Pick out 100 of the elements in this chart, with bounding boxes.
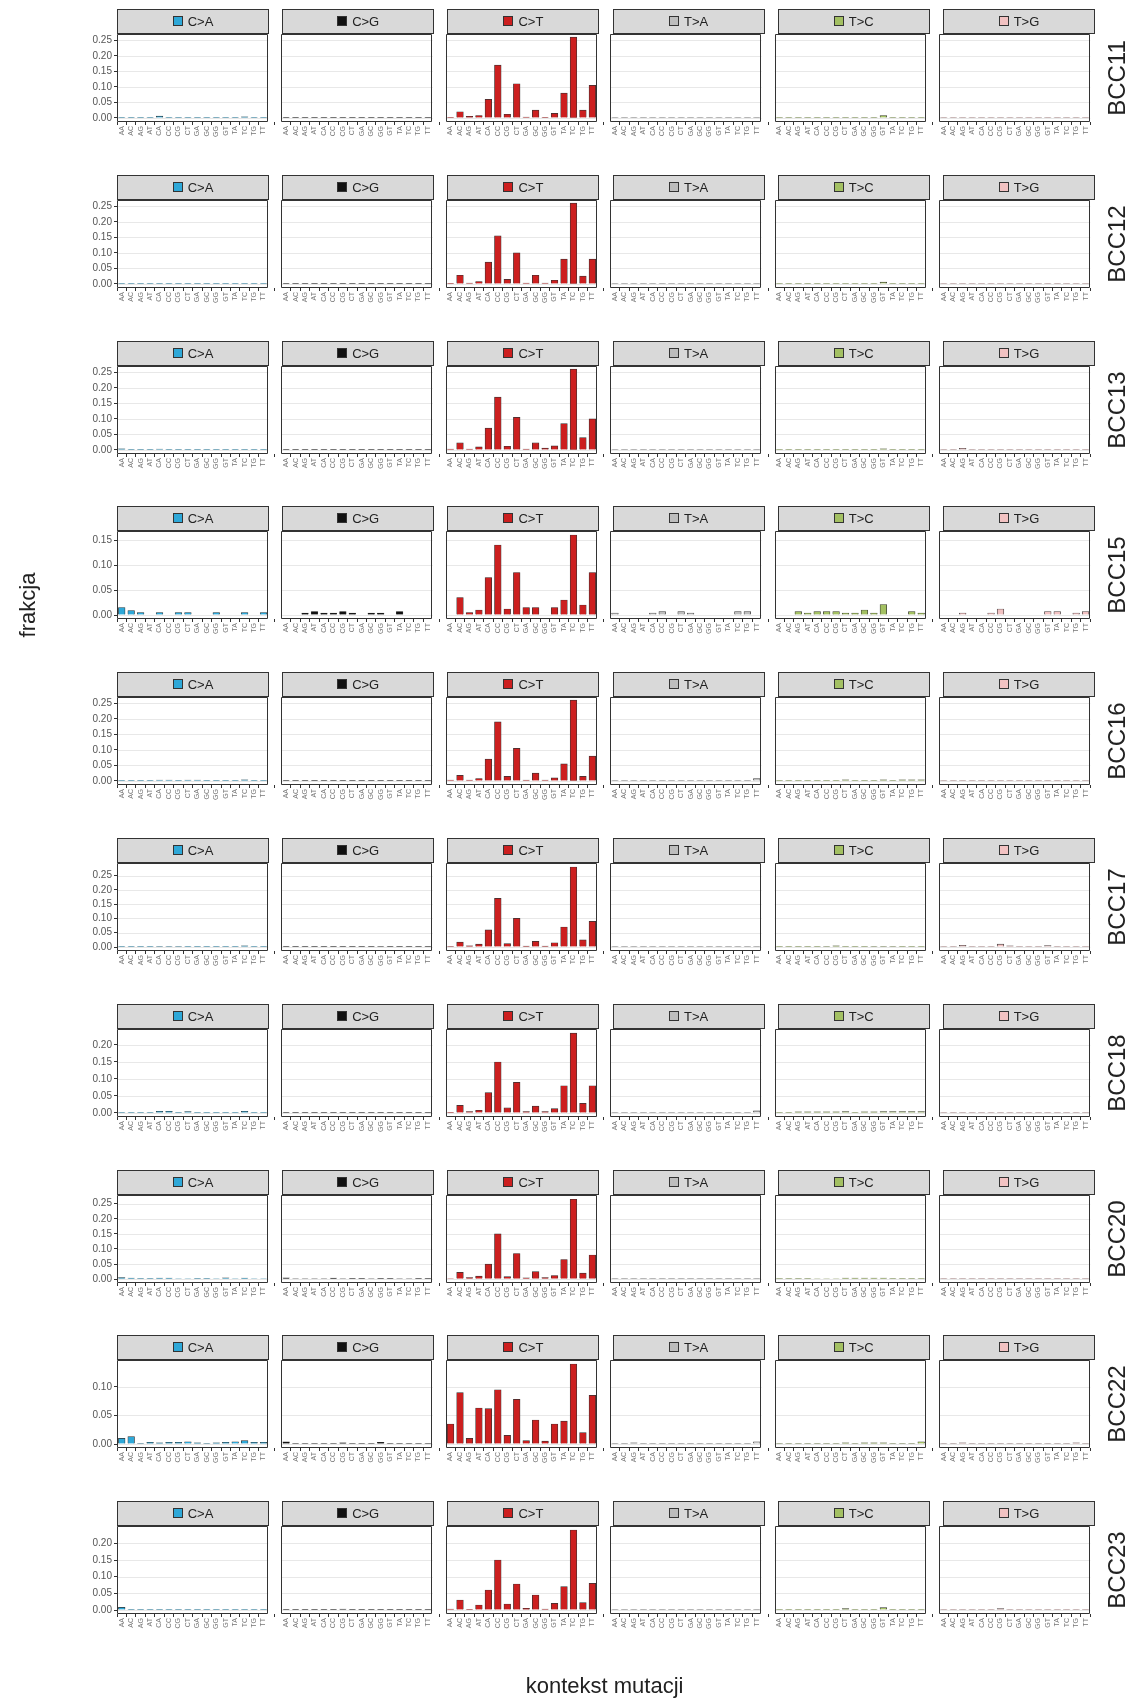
y-tick-label: 0.05 bbox=[92, 1089, 113, 1101]
y-tick-label: 0.00 bbox=[92, 1272, 113, 1284]
y-tick-label: 0.05 bbox=[92, 96, 113, 108]
y-tick-label: 0.10 bbox=[92, 80, 113, 92]
x-axis-title: kontekst mutacji bbox=[525, 1672, 684, 1699]
y-tick-label: 0.10 bbox=[92, 246, 113, 258]
legend-label: C>T bbox=[518, 843, 544, 858]
y-tick-label: 0.10 bbox=[92, 743, 113, 755]
legend-label: C>A bbox=[187, 1340, 214, 1356]
legend-label: C>T bbox=[518, 345, 544, 361]
y-tick-label: 0.20 bbox=[92, 1038, 113, 1050]
y-tick-label: 0.15 bbox=[92, 1055, 113, 1067]
y-tick-label: 0.00 bbox=[92, 277, 113, 289]
y-tick-label: 0.20 bbox=[92, 49, 113, 61]
legend-label: C>A bbox=[187, 677, 214, 693]
legend-label: T>G bbox=[1013, 1008, 1040, 1024]
y2-axis-title: BCC12 bbox=[1103, 205, 1131, 283]
y-axis-title: frakcja bbox=[15, 572, 41, 638]
y-tick-label: 0.15 bbox=[92, 728, 113, 740]
y-tick-label: 0.20 bbox=[92, 883, 113, 895]
y2-axis-title: BCC15 bbox=[1103, 536, 1131, 615]
legend-label: T>G bbox=[1013, 14, 1040, 29]
legend-label: T>A bbox=[683, 843, 709, 858]
legend-label: C>G bbox=[352, 843, 380, 858]
y-tick-label: 0.25 bbox=[92, 697, 113, 709]
legend-label: C>G bbox=[352, 677, 380, 693]
y-tick-label: 0.15 bbox=[92, 1227, 113, 1239]
y-tick-label: 0.10 bbox=[92, 1381, 113, 1392]
legend-label: T>C bbox=[848, 345, 874, 361]
y-tick-label: 0.25 bbox=[92, 33, 113, 45]
y2-axis-title: BCC13 bbox=[1103, 370, 1131, 449]
legend-label: T>G bbox=[1013, 1340, 1040, 1356]
legend-label: T>A bbox=[683, 345, 709, 361]
y-tick-label: 0.10 bbox=[92, 912, 113, 924]
legend-label: T>C bbox=[848, 179, 874, 195]
legend-label: T>C bbox=[848, 511, 874, 527]
legend-label: C>G bbox=[352, 1008, 380, 1024]
legend-label: T>A bbox=[683, 511, 709, 527]
y-tick-label: 0.05 bbox=[92, 926, 113, 938]
legend-label: C>G bbox=[352, 1174, 380, 1190]
legend-label: T>A bbox=[683, 1340, 709, 1356]
legend-label: T>C bbox=[848, 677, 874, 693]
y-tick-label: 0.20 bbox=[92, 215, 113, 227]
legend-label: C>T bbox=[518, 677, 544, 693]
y-tick-label: 0.00 bbox=[92, 1438, 113, 1450]
y-tick-label: 0.05 bbox=[92, 1587, 113, 1599]
legend-label: T>C bbox=[848, 1008, 874, 1024]
legend-label: C>A bbox=[187, 1008, 214, 1024]
y-tick-label: 0.10 bbox=[92, 559, 113, 571]
legend-label: C>A bbox=[187, 345, 214, 361]
legend-label: C>A bbox=[187, 14, 214, 29]
y-tick-label: 0.00 bbox=[92, 1106, 113, 1118]
y2-axis-title: BCC16 bbox=[1103, 702, 1131, 780]
y-tick-label: 0.15 bbox=[92, 534, 113, 546]
y-tick-label: 0.05 bbox=[92, 1409, 113, 1421]
y-tick-label: 0.05 bbox=[92, 584, 113, 596]
legend-label: C>T bbox=[518, 1174, 544, 1190]
legend-label: T>A bbox=[683, 14, 709, 29]
y-tick-label: 0.25 bbox=[92, 1197, 113, 1209]
legend-label: C>G bbox=[352, 1340, 380, 1356]
y-tick-label: 0.00 bbox=[92, 609, 113, 621]
legend-label: C>T bbox=[518, 14, 544, 29]
y-tick-label: 0.25 bbox=[92, 365, 113, 377]
y2-axis-title: BCC23 bbox=[1103, 1531, 1131, 1609]
legend-label: C>A bbox=[187, 1506, 214, 1522]
legend-label: C>T bbox=[518, 1008, 544, 1024]
y-tick-label: 0.05 bbox=[92, 261, 113, 273]
y-tick-label: 0.00 bbox=[92, 111, 113, 123]
legend-label: T>A bbox=[683, 1174, 709, 1190]
legend-label: T>C bbox=[848, 1340, 874, 1356]
legend-label: C>T bbox=[518, 511, 544, 527]
legend-label: C>G bbox=[352, 14, 380, 29]
legend-label: C>T bbox=[518, 179, 544, 195]
legend-label: T>G bbox=[1013, 179, 1040, 195]
legend-label: T>G bbox=[1013, 1174, 1040, 1190]
y-tick-label: 0.15 bbox=[92, 65, 113, 77]
y2-axis-title: BCC17 bbox=[1103, 868, 1131, 946]
legend-label: T>G bbox=[1013, 677, 1040, 693]
y-tick-label: 0.25 bbox=[92, 199, 113, 211]
legend-label: T>C bbox=[848, 843, 874, 858]
legend-label: C>A bbox=[187, 843, 214, 858]
y-tick-label: 0.10 bbox=[92, 1072, 113, 1084]
y-tick-label: 0.05 bbox=[92, 427, 113, 439]
legend-label: C>A bbox=[187, 1174, 214, 1190]
y-tick-label: 0.15 bbox=[92, 897, 113, 909]
legend-label: T>G bbox=[1013, 1506, 1040, 1522]
legend-label: C>G bbox=[352, 511, 380, 527]
y-tick-label: 0.05 bbox=[92, 759, 113, 771]
y2-axis-title: BCC20 bbox=[1103, 1199, 1131, 1278]
legend-label: C>T bbox=[518, 1340, 544, 1356]
legend-label: T>C bbox=[848, 1506, 874, 1522]
y-tick-label: 0.10 bbox=[92, 1242, 113, 1254]
y-tick-label: 0.15 bbox=[92, 1553, 113, 1565]
y-tick-label: 0.10 bbox=[92, 1570, 113, 1582]
legend-label: C>T bbox=[518, 1506, 544, 1522]
y-tick-label: 0.10 bbox=[92, 412, 113, 424]
legend-label: T>A bbox=[683, 179, 709, 195]
y-tick-label: 0.25 bbox=[92, 869, 113, 881]
legend-label: T>A bbox=[683, 1506, 709, 1522]
y-tick-label: 0.00 bbox=[92, 1603, 113, 1615]
